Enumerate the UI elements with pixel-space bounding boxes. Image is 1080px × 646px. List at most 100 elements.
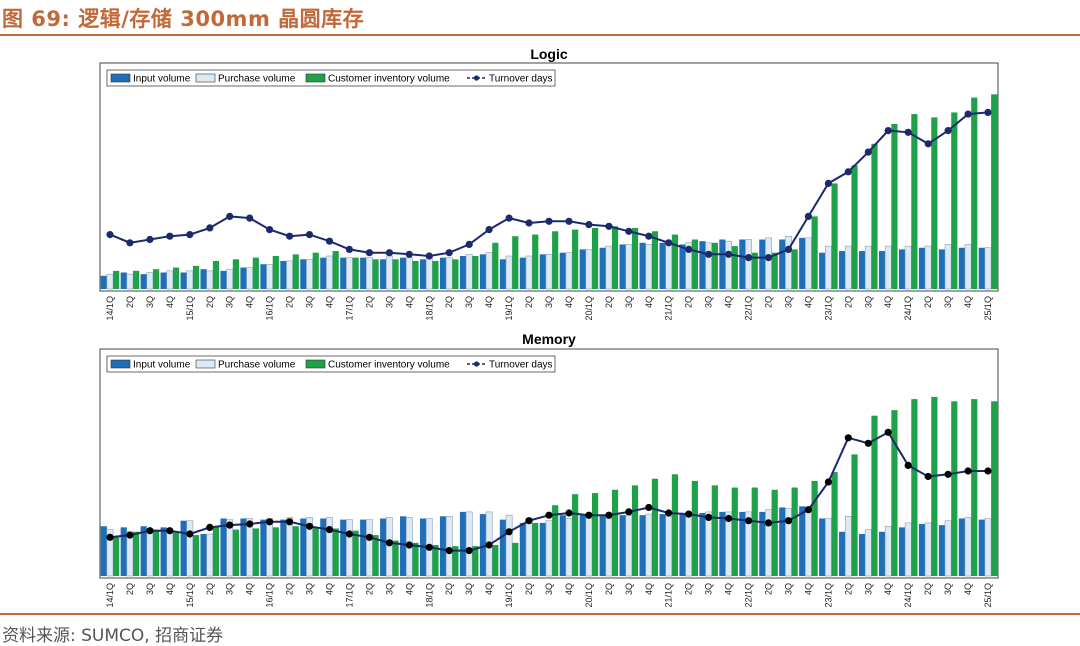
bar-customer-inventory-volume	[691, 239, 698, 289]
bar-input-volume	[859, 251, 866, 289]
bar-purchase-volume	[246, 267, 254, 290]
bar-customer-inventory-volume	[312, 252, 319, 289]
bar-customer-inventory-volume	[592, 227, 599, 289]
x-tick-label: 3Q	[305, 583, 315, 595]
bar-purchase-volume	[266, 518, 274, 577]
bar-customer-inventory-volume	[352, 257, 359, 289]
x-tick-label: 3Q	[384, 296, 394, 308]
bar-input-volume	[519, 257, 526, 289]
bar-purchase-volume	[505, 255, 513, 290]
turnover-point	[425, 543, 433, 551]
bar-purchase-volume	[665, 515, 673, 577]
bar-input-volume	[499, 259, 506, 289]
bar-customer-inventory-volume	[791, 249, 798, 289]
bar-input-volume	[679, 244, 686, 289]
legend-swatch	[195, 73, 216, 83]
bar-input-volume	[799, 506, 806, 576]
bar-input-volume	[479, 514, 487, 576]
x-tick-label: 3Q	[704, 296, 714, 308]
bar-purchase-volume	[445, 257, 453, 290]
x-tick-label: 2Q	[205, 296, 215, 308]
bar-customer-inventory-volume	[452, 546, 459, 576]
bar-customer-inventory-volume	[133, 531, 140, 576]
bar-input-volume	[978, 247, 985, 289]
bar-customer-inventory-volume	[512, 236, 519, 289]
x-tick-label: 4Q	[245, 583, 255, 595]
bar-input-volume	[819, 252, 826, 289]
bar-purchase-volume	[146, 529, 154, 577]
x-tick-label: 2Q	[843, 583, 853, 595]
bar-customer-inventory-volume	[891, 410, 898, 576]
bar-customer-inventory-volume	[711, 485, 718, 576]
x-tick-label: 24/1Q	[903, 583, 913, 608]
bar-purchase-volume	[864, 245, 872, 290]
bar-input-volume	[639, 515, 646, 576]
bar-purchase-volume	[924, 245, 932, 290]
x-tick-label: 2Q	[604, 296, 614, 308]
bar-input-volume	[539, 522, 546, 576]
x-tick-label: 3Q	[624, 296, 634, 308]
bar-purchase-volume	[844, 515, 852, 577]
bar-customer-inventory-volume	[851, 165, 858, 289]
turnover-point	[505, 528, 513, 536]
legend-label: Turnover days	[489, 360, 553, 371]
turnover-point	[764, 254, 773, 262]
turnover-point	[325, 237, 334, 245]
logic-chart: Logic 14/1Q 2Q 3Q 4Q 15/1Q 2Q 3Q 4Q 16/1Q 2Q 3Q 4Q 17…	[99, 46, 999, 321]
bar-input-volume	[180, 520, 187, 576]
x-tick-label: 15/1Q	[185, 296, 195, 321]
bar-customer-inventory-volume	[392, 259, 399, 289]
bar-customer-inventory-volume	[572, 229, 579, 289]
bar-purchase-volume	[545, 254, 553, 290]
bar-input-volume	[699, 241, 706, 289]
x-tick-label: 4Q	[803, 296, 813, 308]
turnover-point	[884, 127, 892, 135]
bar-customer-inventory-volume	[492, 545, 499, 576]
bar-customer-inventory-volume	[791, 487, 798, 576]
legend-swatch	[195, 359, 216, 369]
x-tick-label: 3Q	[145, 583, 155, 595]
bar-purchase-volume	[525, 518, 533, 577]
bar-customer-inventory-volume	[991, 94, 998, 289]
turnover-point	[824, 478, 833, 486]
bar-input-volume	[978, 519, 985, 576]
legend-label: Input volume	[133, 360, 191, 371]
bar-customer-inventory-volume	[691, 480, 698, 576]
x-tick-label: 2Q	[444, 583, 454, 595]
bar-customer-inventory-volume	[951, 112, 958, 289]
bar-input-volume	[659, 514, 666, 576]
x-tick-label: 4Q	[963, 296, 973, 308]
turnover-point	[884, 428, 892, 436]
bar-customer-inventory-volume	[272, 527, 279, 576]
bar-customer-inventory-volume	[931, 117, 938, 290]
bar-customer-inventory-volume	[751, 487, 758, 576]
x-tick-label: 2Q	[684, 296, 694, 308]
bar-input-volume	[260, 264, 267, 289]
bar-input-volume	[779, 507, 786, 576]
bar-input-volume	[300, 259, 307, 289]
x-tick-label: 2Q	[125, 296, 135, 308]
bar-input-volume	[619, 515, 626, 576]
bar-customer-inventory-volume	[472, 546, 479, 576]
legend-swatch	[110, 73, 131, 83]
bar-purchase-volume	[465, 254, 473, 290]
turnover-point	[725, 514, 733, 523]
turnover-point	[984, 467, 992, 475]
bar-input-volume	[120, 272, 127, 289]
x-tick-label: 3Q	[863, 296, 873, 308]
turnover-point	[964, 467, 972, 475]
bar-purchase-volume	[964, 244, 972, 290]
bar-input-volume	[579, 515, 586, 576]
bar-purchase-volume	[146, 272, 154, 290]
turnover-point	[864, 439, 872, 447]
turnover-point	[365, 533, 373, 541]
x-tick-label: 4Q	[644, 583, 654, 595]
turnover-point	[685, 245, 693, 253]
bar-input-volume	[340, 519, 347, 576]
bar-purchase-volume	[964, 517, 972, 577]
x-tick-label: 4Q	[803, 583, 813, 595]
bar-customer-inventory-volume	[192, 265, 200, 289]
page-title: 图 69: 逻辑/存储 300mm 晶圆库存	[2, 7, 365, 31]
x-tick-label: 3Q	[225, 296, 235, 308]
bar-purchase-volume	[805, 237, 812, 290]
